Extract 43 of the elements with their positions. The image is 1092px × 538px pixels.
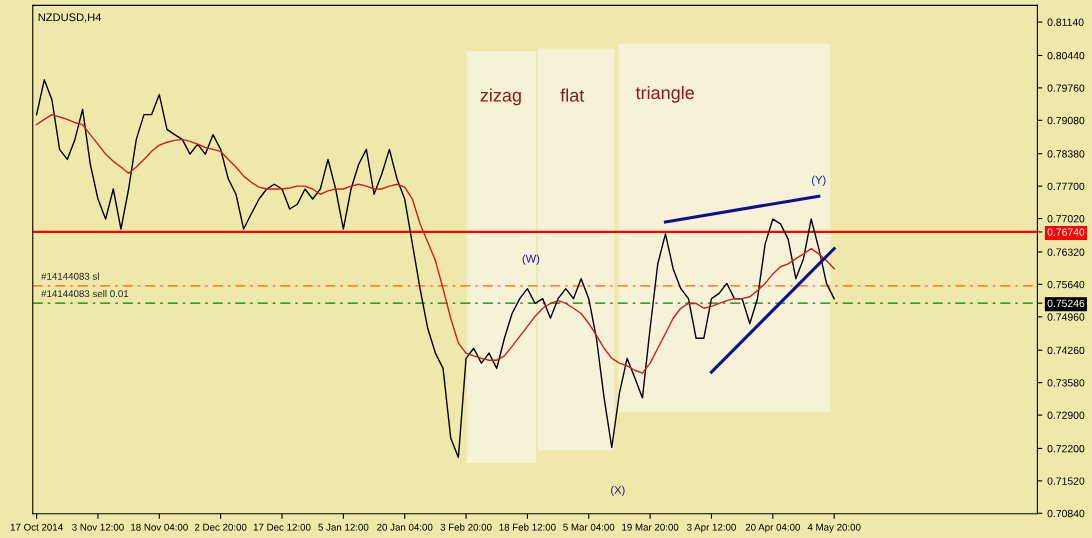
y-tick-label: 0.77020	[1047, 215, 1085, 223]
y-tick-label: 0.75246	[1047, 299, 1085, 308]
y-tick-label: 0.70840	[1047, 509, 1085, 518]
y-tick-label: 0.79080	[1047, 116, 1085, 125]
x-tick-label: 2 Dec 20:00	[194, 523, 247, 531]
y-tick-label: 0.79760	[1047, 84, 1085, 92]
y-tick-label: 0.74260	[1047, 346, 1085, 355]
x-tick-label: 17 Dec 12:00	[253, 523, 311, 531]
y-tick-label: 0.73580	[1047, 379, 1085, 387]
annotation: triangle	[635, 85, 694, 103]
x-tick-label: 17 Oct 2014	[10, 523, 63, 531]
x-tick-label: 18 Feb 12:00	[499, 523, 556, 531]
y-tick-label: 0.81140	[1047, 18, 1084, 26]
annotation: (W)	[522, 254, 540, 265]
annotation: flat	[560, 88, 585, 102]
text: NZDUSD,H4	[38, 13, 102, 23]
y-tick-label: 0.74960	[1047, 313, 1085, 321]
x-tick-label: 20 Apr 04:00	[745, 523, 801, 533]
x-tick-label: 18 Nov 04:00	[131, 523, 188, 531]
annotation: zizag	[480, 88, 521, 106]
x-tick-label: 3 Nov 12:00	[72, 523, 124, 531]
y-tick-label: 0.71520	[1047, 477, 1085, 485]
y-tick-label: 0.72200	[1047, 444, 1085, 453]
x-tick-label: 5 Mar 04:00	[563, 523, 615, 531]
y-tick-label: 0.80440	[1047, 51, 1085, 60]
x-tick-label: 3 Feb 20:00	[440, 523, 492, 531]
annotation: (X)	[611, 485, 625, 497]
x-tick-label: 5 Jan 12:00	[318, 523, 369, 531]
annotation: (Y)	[812, 175, 826, 186]
y-tick-label: 0.77700	[1047, 182, 1085, 191]
ref-line-label: #14144083 sell 0.01	[41, 289, 129, 298]
y-tick-label: 0.78380	[1047, 150, 1085, 158]
x-tick-label: 3 Apr 12:00	[686, 523, 736, 533]
ref-line-label: #14144083 sl	[41, 272, 99, 280]
x-tick-label: 19 Mar 20:00	[622, 523, 679, 531]
line-series	[35, 79, 835, 459]
y-tick-label: 0.72900	[1047, 411, 1085, 419]
line-series	[35, 113, 835, 374]
x-tick-label: 4 May 20:00	[807, 523, 861, 533]
y-tick-label: 0.76320	[1047, 248, 1085, 256]
x-tick-label: 20 Jan 04:00	[377, 523, 433, 531]
y-tick-label: 0.76740	[1047, 228, 1085, 236]
y-tick-label: 0.75640	[1047, 280, 1085, 289]
